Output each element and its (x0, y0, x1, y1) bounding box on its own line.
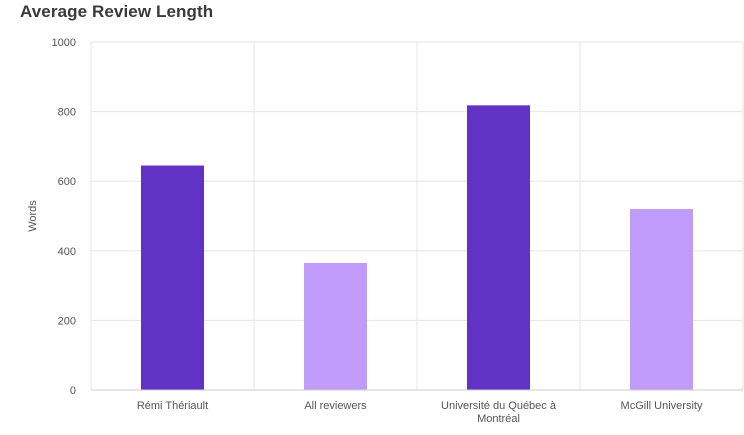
y-tick-label: 800 (58, 107, 76, 119)
bar[interactable] (304, 262, 367, 390)
y-axis-ticks: 0 200 400 600 800 1000 (52, 37, 76, 397)
y-tick-label: 0 (70, 385, 76, 397)
chart-title: Average Review Length (20, 2, 214, 21)
y-tick-label: 1000 (52, 37, 76, 49)
y-tick-label: 200 (58, 315, 76, 327)
y-tick-label: 400 (58, 246, 76, 258)
bar[interactable] (141, 165, 204, 390)
bar[interactable] (467, 105, 530, 390)
x-tick-label: McGill University (621, 400, 703, 412)
y-tick-label: 600 (58, 176, 76, 188)
bars (141, 105, 693, 390)
x-axis-ticks: Rémi Thériault All reviewers Université du… (137, 400, 703, 425)
bar[interactable] (630, 209, 693, 390)
y-axis-label: Words (27, 200, 39, 232)
x-tick-label: Rémi Thériault (137, 400, 208, 412)
x-tick-label: All reviewers (304, 400, 367, 412)
x-tick-label: Université du Québec à Montréal (441, 400, 557, 425)
